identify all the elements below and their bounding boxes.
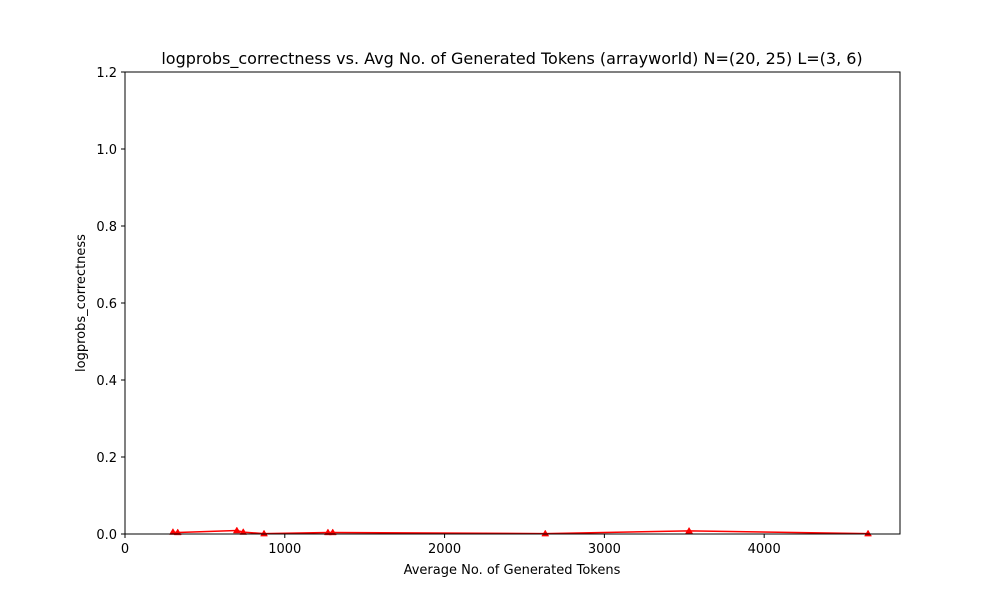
data-point	[173, 528, 182, 536]
y-tick-label: 0.4	[96, 374, 117, 389]
data-point	[239, 528, 248, 535]
x-axis-label: Average No. of Generated Tokens	[404, 563, 621, 578]
plot-area	[169, 526, 872, 537]
series-line	[172, 529, 869, 535]
data-point	[541, 529, 550, 537]
y-tick-label: 0.2	[96, 451, 117, 466]
y-tick-label: 0.8	[96, 220, 117, 235]
y-axis-label: logprobs_correctness	[74, 234, 89, 372]
y-tick-label: 0.0	[96, 528, 117, 543]
data-point	[169, 528, 177, 535]
y-tick-label: 1.0	[96, 143, 117, 158]
data-point	[324, 528, 332, 536]
x-tick-label: 2000	[428, 542, 461, 557]
data-point	[864, 529, 872, 537]
data-point	[260, 529, 268, 537]
data-point	[685, 526, 694, 534]
data-point	[232, 526, 241, 534]
y-tick-label: 1.2	[96, 66, 117, 81]
x-tick-label: 3000	[588, 542, 621, 557]
x-tick-label: 0	[121, 542, 129, 557]
y-tick-label: 0.6	[96, 297, 117, 312]
plot-frame	[124, 71, 901, 535]
x-tick-label: 4000	[748, 542, 781, 557]
chart-title: logprobs_correctness vs. Avg No. of Gene…	[161, 49, 862, 69]
axis-ticks: 0 1000 2000 3000 4000 0.0 0.2 0.4 0.6 0.8 1.0 1.2	[96, 66, 780, 557]
x-tick-label: 1000	[268, 542, 301, 557]
data-point	[328, 528, 337, 536]
